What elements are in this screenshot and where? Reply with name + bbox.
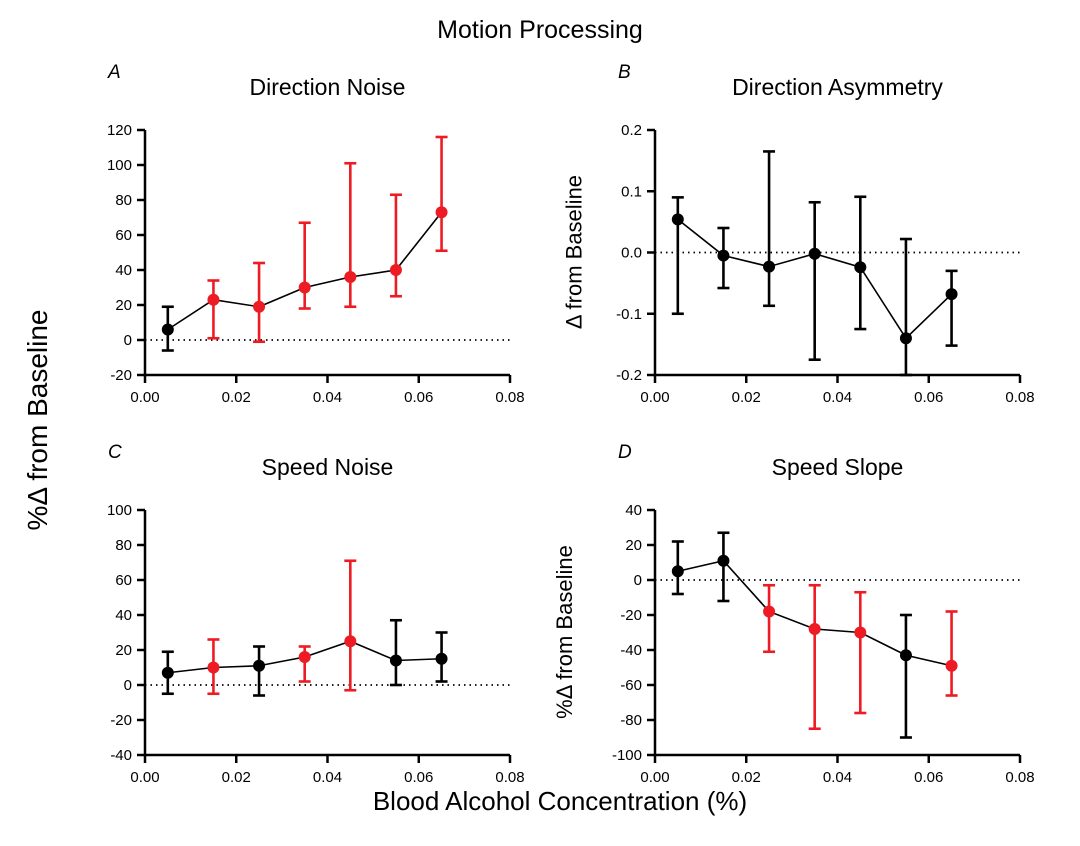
y-tick-label: 20 xyxy=(115,297,132,314)
data-point xyxy=(344,635,357,648)
y-tick-label: -20 xyxy=(110,712,132,729)
data-point xyxy=(854,626,867,639)
x-tick-label: 0.04 xyxy=(823,769,852,786)
y-tick-label: -100 xyxy=(612,747,642,764)
x-tick-label: 0.00 xyxy=(130,389,159,406)
x-tick-label: 0.02 xyxy=(222,389,251,406)
y-tick-label: 60 xyxy=(115,572,132,589)
data-point xyxy=(763,260,776,273)
data-point xyxy=(253,659,266,672)
panel-a-letter: A xyxy=(108,62,121,83)
data-point xyxy=(945,659,958,672)
x-tick-label: 0.02 xyxy=(732,389,761,406)
x-tick-label: 0.02 xyxy=(222,769,251,786)
x-tick-label: 0.06 xyxy=(914,389,943,406)
panel-d-letter: D xyxy=(618,442,632,463)
y-tick-label: 80 xyxy=(115,537,132,554)
y-tick-label: -80 xyxy=(620,712,642,729)
data-point xyxy=(161,323,174,336)
data-point xyxy=(808,247,821,260)
y-tick-label: 40 xyxy=(625,502,642,519)
x-tick-label: 0.00 xyxy=(640,389,669,406)
y-tick-label: 120 xyxy=(107,122,132,139)
data-point xyxy=(945,288,958,301)
y-tick-label: 0 xyxy=(634,572,642,589)
data-point xyxy=(854,261,867,274)
x-tick-label: 0.08 xyxy=(1005,769,1034,786)
y-tick-label: 0.0 xyxy=(621,245,642,262)
data-point xyxy=(435,206,448,219)
y-tick-label: 20 xyxy=(625,537,642,554)
data-point xyxy=(207,661,220,674)
x-tick-label: 0.08 xyxy=(495,389,524,406)
x-tick-label: 0.00 xyxy=(640,769,669,786)
y-tick-label: 0 xyxy=(124,677,132,694)
y-tick-label: -0.2 xyxy=(616,367,642,384)
data-point xyxy=(671,213,684,226)
data-point xyxy=(671,565,684,578)
data-point xyxy=(253,300,266,313)
y-tick-label: 0 xyxy=(124,332,132,349)
panel-c-title: Speed Noise xyxy=(261,454,394,480)
x-tick-label: 0.06 xyxy=(914,769,943,786)
panel-b-ylabel: Δ from Baseline xyxy=(561,174,587,330)
y-tick-label: -60 xyxy=(620,677,642,694)
y-tick-label: 20 xyxy=(115,642,132,659)
y-tick-label: -20 xyxy=(110,367,132,384)
panel-d-chart: -100 -80 -60 -40 -20 0 20 40 0.00 0.02 0.04 0.06 0.0… xyxy=(612,502,1035,786)
y-tick-label: 40 xyxy=(115,607,132,624)
panel-d-title: Speed Slope xyxy=(771,454,904,480)
data-point xyxy=(808,623,821,635)
data-point xyxy=(717,554,730,567)
data-point xyxy=(899,649,912,662)
y-tick-label: 80 xyxy=(115,192,132,209)
y-tick-label: -40 xyxy=(110,747,132,764)
data-point xyxy=(435,652,448,665)
x-tick-label: 0.08 xyxy=(495,769,524,786)
data-point xyxy=(298,281,311,294)
data-point xyxy=(207,293,220,306)
y-tick-label: 40 xyxy=(115,262,132,279)
data-point xyxy=(763,605,776,618)
data-point xyxy=(389,264,402,276)
x-tick-label: 0.06 xyxy=(404,769,433,786)
panel-a-chart: -20 0 20 40 60 80 100 120 0.00 0.02 0.04 0.06 0.08 xyxy=(107,122,525,406)
x-tick-label: 0.02 xyxy=(732,769,761,786)
y-tick-label: 0.1 xyxy=(621,183,642,200)
figure-title: Motion Processing xyxy=(437,16,643,44)
shared-ylabel: %Δ from Baseline xyxy=(22,309,53,531)
data-point xyxy=(298,651,311,663)
x-tick-label: 0.06 xyxy=(404,389,433,406)
data-point xyxy=(899,332,912,345)
y-tick-label: -40 xyxy=(620,642,642,659)
y-tick-label: 100 xyxy=(107,157,132,174)
x-tick-label: 0.04 xyxy=(313,769,342,786)
x-tick-label: 0.00 xyxy=(130,769,159,786)
data-point xyxy=(344,271,357,283)
x-tick-label: 0.08 xyxy=(1005,389,1034,406)
data-point xyxy=(161,666,174,679)
panel-c-letter: C xyxy=(108,442,122,463)
x-axis-label: Blood Alcohol Concentration (%) xyxy=(372,786,748,816)
panel-c-chart: -40 -20 0 20 40 60 80 100 0.00 0.02 0.04 0.06 0.08 xyxy=(107,502,525,786)
y-tick-label: 0.2 xyxy=(621,122,642,139)
panel-b-letter: B xyxy=(618,62,631,83)
x-tick-label: 0.04 xyxy=(313,389,342,406)
data-point xyxy=(389,654,402,667)
x-tick-label: 0.04 xyxy=(823,389,852,406)
data-point xyxy=(717,249,730,262)
y-tick-label: 60 xyxy=(115,227,132,244)
panel-d-ylabel: %Δ from Baseline xyxy=(552,545,577,719)
panel-b-title: Direction Asymmetry xyxy=(732,74,943,100)
panel-b-chart: -0.2 -0.1 0.0 0.1 0.2 0.00 0.02 0.04 0.06 0.08 xyxy=(616,122,1034,406)
y-tick-label: 100 xyxy=(107,502,132,519)
y-tick-label: -20 xyxy=(620,607,642,624)
panel-a-title: Direction Noise xyxy=(249,74,406,100)
y-tick-label: -0.1 xyxy=(616,306,642,323)
